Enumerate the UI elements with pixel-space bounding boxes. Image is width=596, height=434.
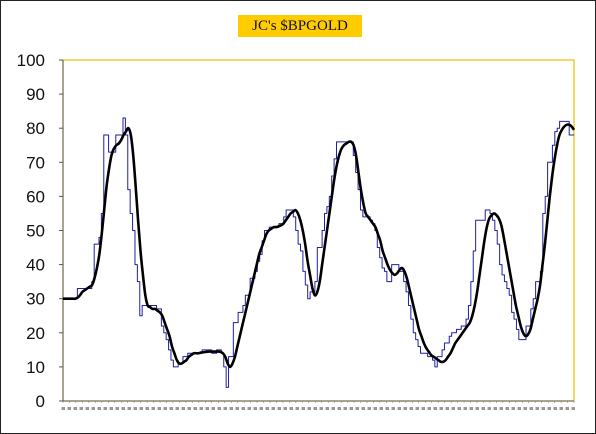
y-tick-label: 70	[26, 153, 45, 172]
y-tick-label: 80	[26, 119, 45, 138]
y-tick-label: 20	[26, 324, 45, 343]
x-tick-labels-illegible	[60, 405, 577, 410]
y-tick-label: 0	[36, 392, 45, 411]
x-axis-ticks	[60, 401, 577, 410]
y-tick-label: 100	[17, 51, 45, 70]
series-line-smoothed	[62, 123, 576, 369]
chart-title: JC's $BPGOLD	[238, 15, 362, 37]
y-axis-ticks: 0 10 20 30 40 50 60 70 80 90 100	[17, 51, 63, 411]
y-tick-label: 90	[26, 85, 45, 104]
y-tick-label: 30	[26, 290, 45, 309]
y-tick-label: 50	[26, 222, 45, 241]
y-tick-label: 10	[26, 358, 45, 377]
series-group	[62, 117, 576, 388]
y-tick-label: 40	[26, 256, 45, 275]
y-tick-label: 60	[26, 187, 45, 206]
